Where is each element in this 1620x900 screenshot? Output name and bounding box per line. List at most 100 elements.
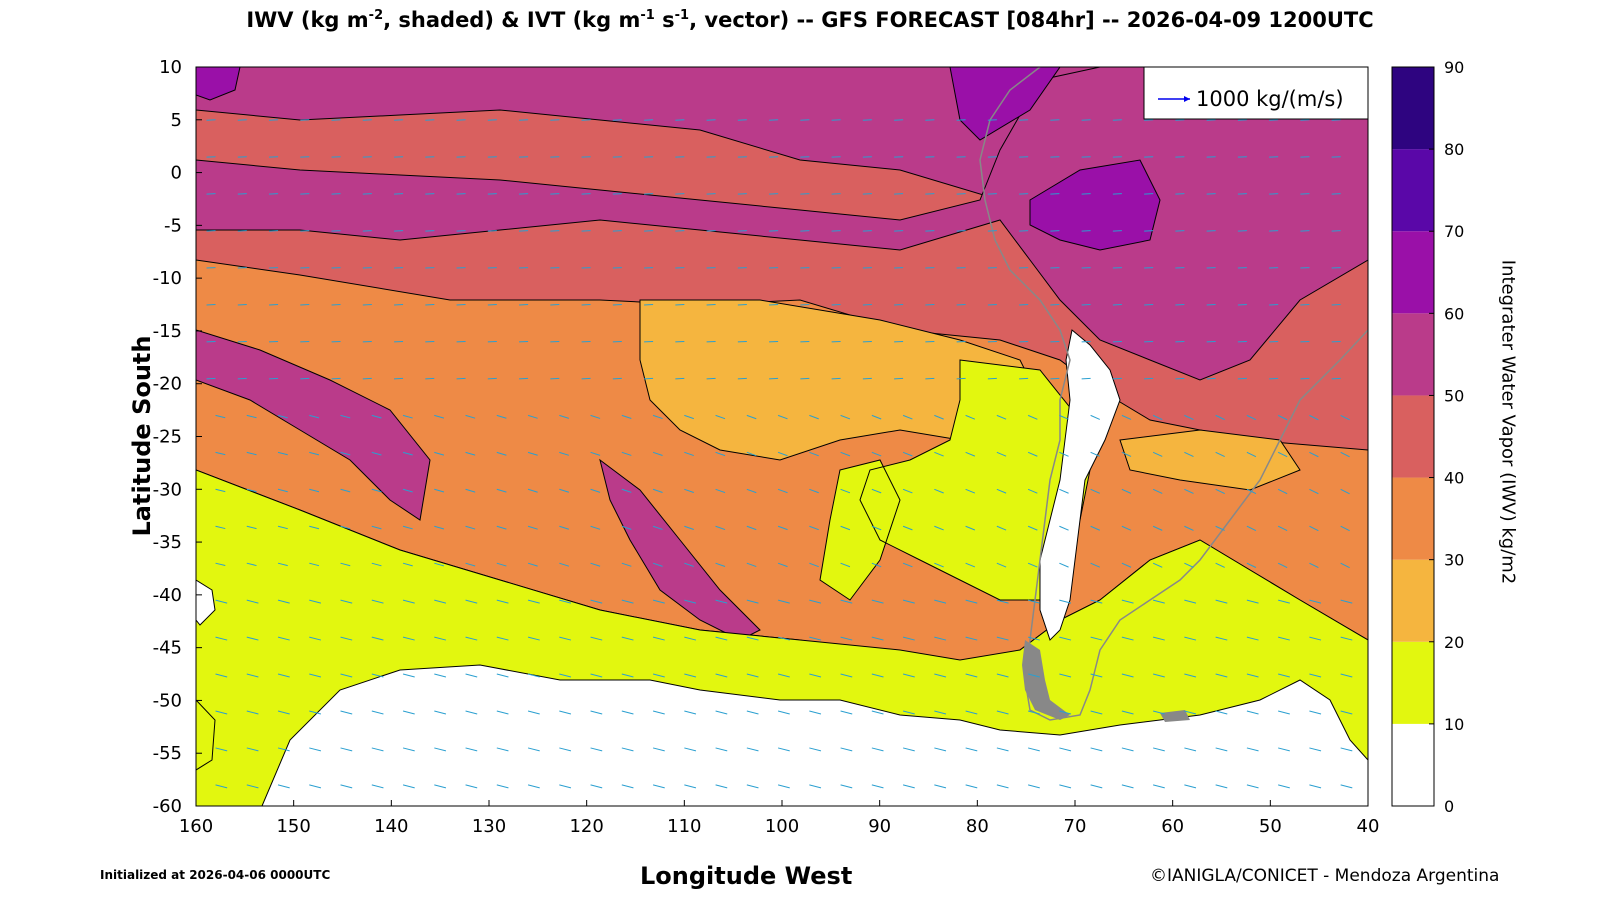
ivt-vector (1184, 525, 1194, 531)
ivt-vector (746, 599, 759, 604)
ivt-vector (371, 599, 384, 604)
ivt-vector (402, 525, 413, 530)
ivt-vector (1121, 488, 1132, 494)
ivt-vector (1090, 525, 1100, 531)
ivt-vector (246, 673, 259, 678)
ivt-vector (1184, 784, 1197, 789)
ivt-vector (1090, 488, 1100, 494)
ivt-vector (1121, 525, 1132, 531)
ivt-vector (1309, 562, 1319, 569)
ivt-vector (996, 784, 1009, 789)
ivt-vector (277, 747, 290, 752)
ivt-vector (902, 747, 915, 752)
ivt-vector (934, 451, 944, 457)
ivt-vector (621, 562, 632, 567)
ivt-vector (590, 784, 603, 789)
chart-title: IWV (kg m-2, shaded) & IVT (kg m-1 s-1, … (246, 8, 1374, 32)
ivt-vector (434, 636, 447, 641)
ivt-vector (246, 451, 257, 456)
colorbar-tick-label: 20 (1444, 633, 1464, 652)
y-tick-label: 10 (159, 57, 182, 78)
ivt-vector (902, 710, 915, 715)
ivt-vector (590, 636, 603, 641)
ivt-vector (277, 599, 290, 604)
ivt-vector (715, 451, 726, 457)
ivt-vector (1340, 636, 1353, 641)
ivt-vector (621, 747, 634, 752)
ivt-vector (1215, 562, 1225, 568)
ivt-vector (965, 414, 976, 420)
ivt-vector (277, 525, 288, 530)
colorbar-label: Integrater Water Vapor (IWV) kg/m2 (1497, 259, 1519, 585)
ivt-vector (996, 525, 1007, 531)
ivt-vector (434, 562, 445, 567)
ivt-vector (715, 673, 728, 678)
ivt-vector (402, 673, 415, 678)
ivt-vector (277, 636, 290, 641)
ivt-vector (215, 636, 228, 641)
iwv-band-0-10-west-small (196, 579, 216, 626)
ivt-vector (1059, 525, 1069, 531)
ivt-vector (371, 562, 382, 567)
ivt-vector (215, 451, 226, 456)
ivt-vector (309, 673, 322, 678)
ivt-vector (652, 525, 663, 530)
ivt-vector (1278, 784, 1290, 789)
y-axis-label: Latitude South (128, 335, 156, 537)
ivt-vector (246, 414, 257, 419)
ivt-vector (965, 488, 976, 494)
y-tick-label: -30 (153, 479, 182, 500)
ivt-vector (559, 599, 572, 604)
ivt-vector (434, 673, 447, 678)
ivt-vector (1027, 414, 1038, 420)
ivt-vector (1340, 414, 1350, 421)
ivt-vector (1153, 636, 1165, 641)
ivt-vector (246, 488, 257, 493)
ivt-vector (1152, 451, 1163, 457)
colorbar-swatch (1392, 559, 1434, 642)
ivt-vector (809, 599, 822, 604)
ivt-vector (496, 710, 509, 715)
ivt-vector (590, 747, 603, 752)
colorbar-swatch (1392, 477, 1434, 560)
colorbar-swatch (1392, 313, 1434, 396)
x-tick-label: 140 (374, 816, 408, 837)
ivt-vector (527, 562, 538, 567)
ivt-vector (309, 599, 322, 604)
ivt-vector (527, 710, 540, 715)
ivt-vector (1059, 414, 1069, 420)
ivt-vector (1215, 451, 1225, 458)
ivt-vector (902, 451, 913, 457)
ivt-vector (809, 525, 819, 531)
ivt-vector (684, 562, 694, 567)
ivt-vector (652, 636, 665, 641)
ivt-vector (465, 784, 478, 789)
ivt-vector (715, 784, 728, 789)
ivt-vector (1246, 673, 1259, 678)
ivt-vector (1090, 747, 1103, 752)
ivt-vector (559, 562, 570, 567)
ivt-vector (465, 673, 478, 678)
ivt-vector (715, 525, 726, 531)
ivt-vector (1277, 488, 1288, 495)
ivt-vector (496, 747, 509, 752)
ivt-vector (1121, 562, 1132, 568)
ivt-vector (934, 636, 947, 641)
ivt-vector (527, 488, 538, 493)
ivt-vector (715, 414, 726, 420)
ivt-vector (402, 562, 413, 567)
ivt-vector (1278, 710, 1290, 715)
ivt-vector (684, 784, 697, 789)
ivt-vector (1121, 710, 1134, 715)
ivt-vector (871, 562, 882, 568)
ivt-vector (621, 525, 632, 530)
ivt-vector (496, 599, 509, 604)
y-tick-label: -20 (153, 374, 182, 395)
ivt-vector (215, 562, 226, 566)
ivt-vector (1059, 673, 1072, 678)
ivt-vector (652, 784, 665, 789)
ivt-vector (277, 414, 288, 419)
ivt-vector (965, 599, 978, 604)
ivt-vector (246, 599, 259, 604)
colorbar-tick-label: 0 (1444, 797, 1454, 816)
